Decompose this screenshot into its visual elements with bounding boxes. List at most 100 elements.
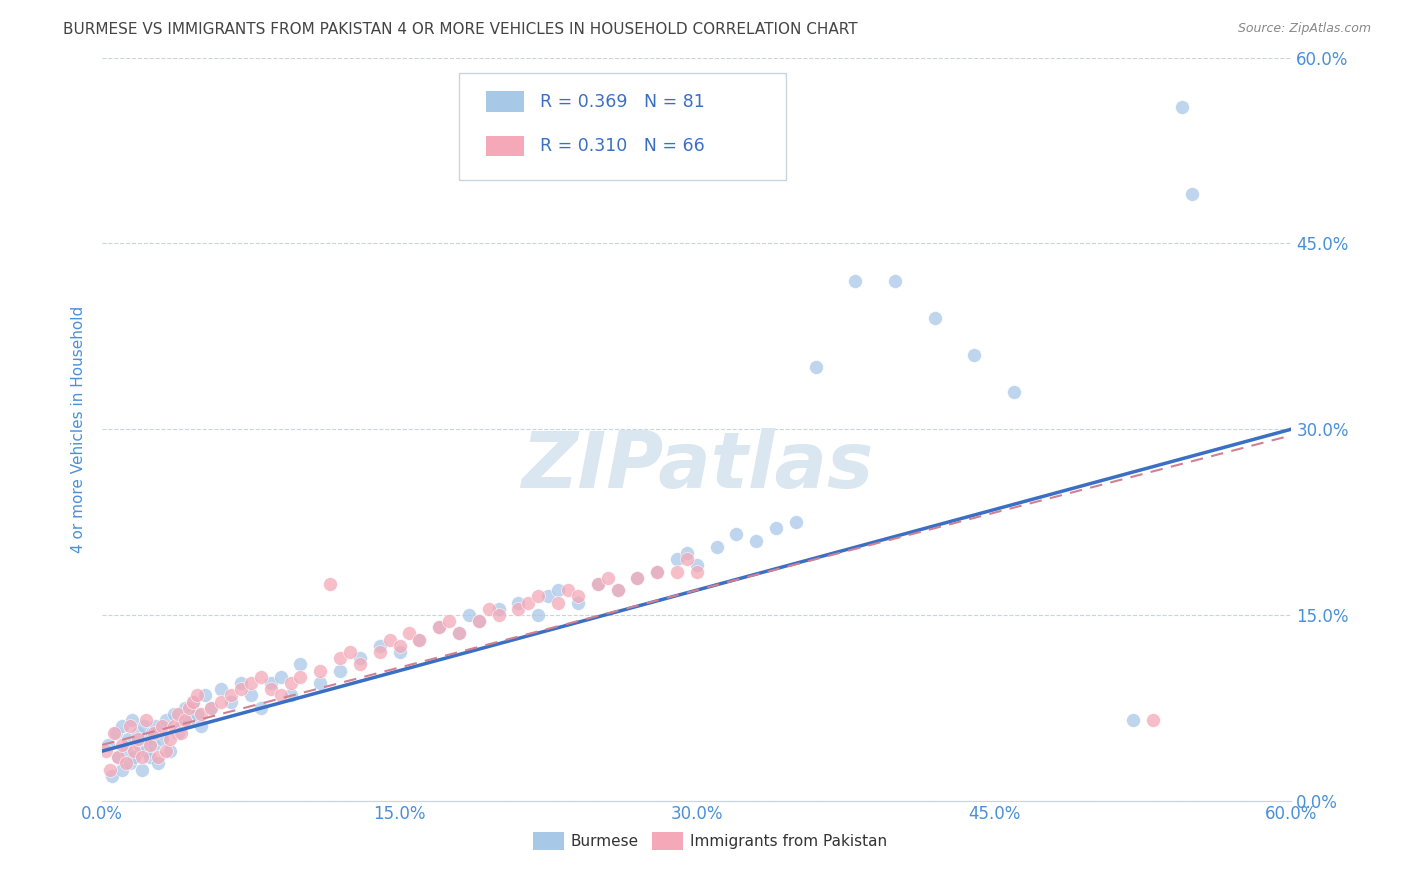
Point — [586, 577, 609, 591]
Point — [115, 744, 138, 758]
Point — [107, 750, 129, 764]
Point — [290, 670, 312, 684]
Point — [111, 719, 134, 733]
Point — [478, 601, 501, 615]
Point — [97, 738, 120, 752]
Point — [183, 695, 205, 709]
Point — [329, 664, 352, 678]
Point — [150, 719, 173, 733]
Point — [666, 565, 689, 579]
Point — [368, 645, 391, 659]
Point — [127, 731, 149, 746]
Point — [111, 738, 134, 752]
FancyBboxPatch shape — [458, 72, 786, 180]
Point — [388, 639, 411, 653]
Point — [121, 713, 143, 727]
Point — [508, 595, 530, 609]
Text: ZIPatlas: ZIPatlas — [520, 428, 873, 504]
Point — [686, 558, 709, 573]
Point — [115, 756, 138, 771]
Point — [447, 626, 470, 640]
Point — [142, 725, 165, 739]
Point — [127, 725, 149, 739]
Point — [141, 725, 163, 739]
Point — [155, 744, 177, 758]
Point — [159, 731, 181, 746]
Point — [676, 546, 699, 560]
Point — [408, 632, 430, 647]
Point — [1171, 100, 1194, 114]
Point — [645, 565, 668, 579]
Point — [107, 750, 129, 764]
Point — [924, 310, 946, 325]
Point — [804, 360, 827, 375]
Point — [745, 533, 768, 548]
Point — [626, 571, 648, 585]
Point — [319, 577, 342, 591]
Point — [190, 706, 212, 721]
Point — [527, 607, 550, 622]
Point — [136, 731, 159, 746]
Point — [508, 601, 530, 615]
Point — [398, 626, 420, 640]
Point — [179, 700, 201, 714]
Y-axis label: 4 or more Vehicles in Household: 4 or more Vehicles in Household — [72, 306, 86, 553]
Point — [139, 750, 162, 764]
Point — [174, 700, 197, 714]
Point — [290, 657, 312, 672]
Point — [468, 614, 491, 628]
Point — [388, 645, 411, 659]
Point — [166, 725, 188, 739]
Point — [437, 614, 460, 628]
Point — [190, 719, 212, 733]
Point — [884, 274, 907, 288]
Point — [547, 595, 569, 609]
Point — [280, 676, 302, 690]
Text: Source: ZipAtlas.com: Source: ZipAtlas.com — [1237, 22, 1371, 36]
Point — [596, 571, 619, 585]
Bar — [486, 91, 524, 112]
Point — [963, 348, 986, 362]
Point — [146, 756, 169, 771]
Point — [339, 645, 361, 659]
Point — [368, 639, 391, 653]
Point — [844, 274, 866, 288]
Point — [249, 700, 271, 714]
Point — [122, 750, 145, 764]
Point — [229, 676, 252, 690]
Point — [488, 607, 510, 622]
Point — [1181, 186, 1204, 201]
Point — [725, 527, 748, 541]
Point — [765, 521, 787, 535]
Point — [260, 682, 283, 697]
Point — [527, 590, 550, 604]
Point — [557, 583, 579, 598]
Point — [159, 744, 181, 758]
Point — [145, 719, 167, 733]
Point — [249, 670, 271, 684]
Point — [219, 689, 242, 703]
Point — [309, 676, 332, 690]
Point — [146, 750, 169, 764]
Point — [179, 713, 201, 727]
Text: R = 0.310   N = 66: R = 0.310 N = 66 — [540, 137, 704, 155]
Point — [239, 676, 262, 690]
Point — [427, 620, 450, 634]
Point — [280, 689, 302, 703]
Point — [98, 763, 121, 777]
Point — [166, 706, 188, 721]
Point — [488, 601, 510, 615]
Point — [142, 738, 165, 752]
Point — [349, 651, 371, 665]
Point — [1002, 384, 1025, 399]
Point — [547, 583, 569, 598]
Point — [785, 515, 807, 529]
Point — [447, 626, 470, 640]
Point — [101, 769, 124, 783]
Point — [174, 713, 197, 727]
Point — [209, 682, 232, 697]
Point — [209, 695, 232, 709]
Point — [270, 670, 292, 684]
Point — [194, 689, 217, 703]
Point — [517, 595, 540, 609]
